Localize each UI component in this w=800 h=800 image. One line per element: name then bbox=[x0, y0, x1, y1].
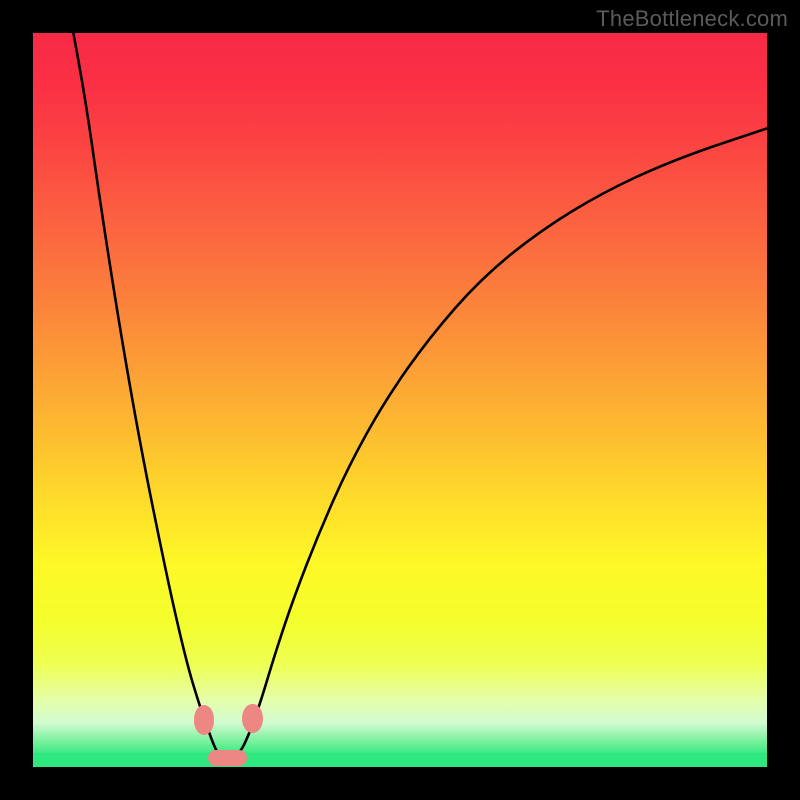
curve-marker bbox=[242, 704, 263, 733]
curve-marker bbox=[208, 750, 247, 766]
watermark-text: TheBottleneck.com bbox=[596, 6, 788, 32]
curve-marker bbox=[194, 705, 215, 734]
bottleneck-curve bbox=[33, 33, 767, 767]
bottleneck-plot bbox=[33, 33, 767, 767]
